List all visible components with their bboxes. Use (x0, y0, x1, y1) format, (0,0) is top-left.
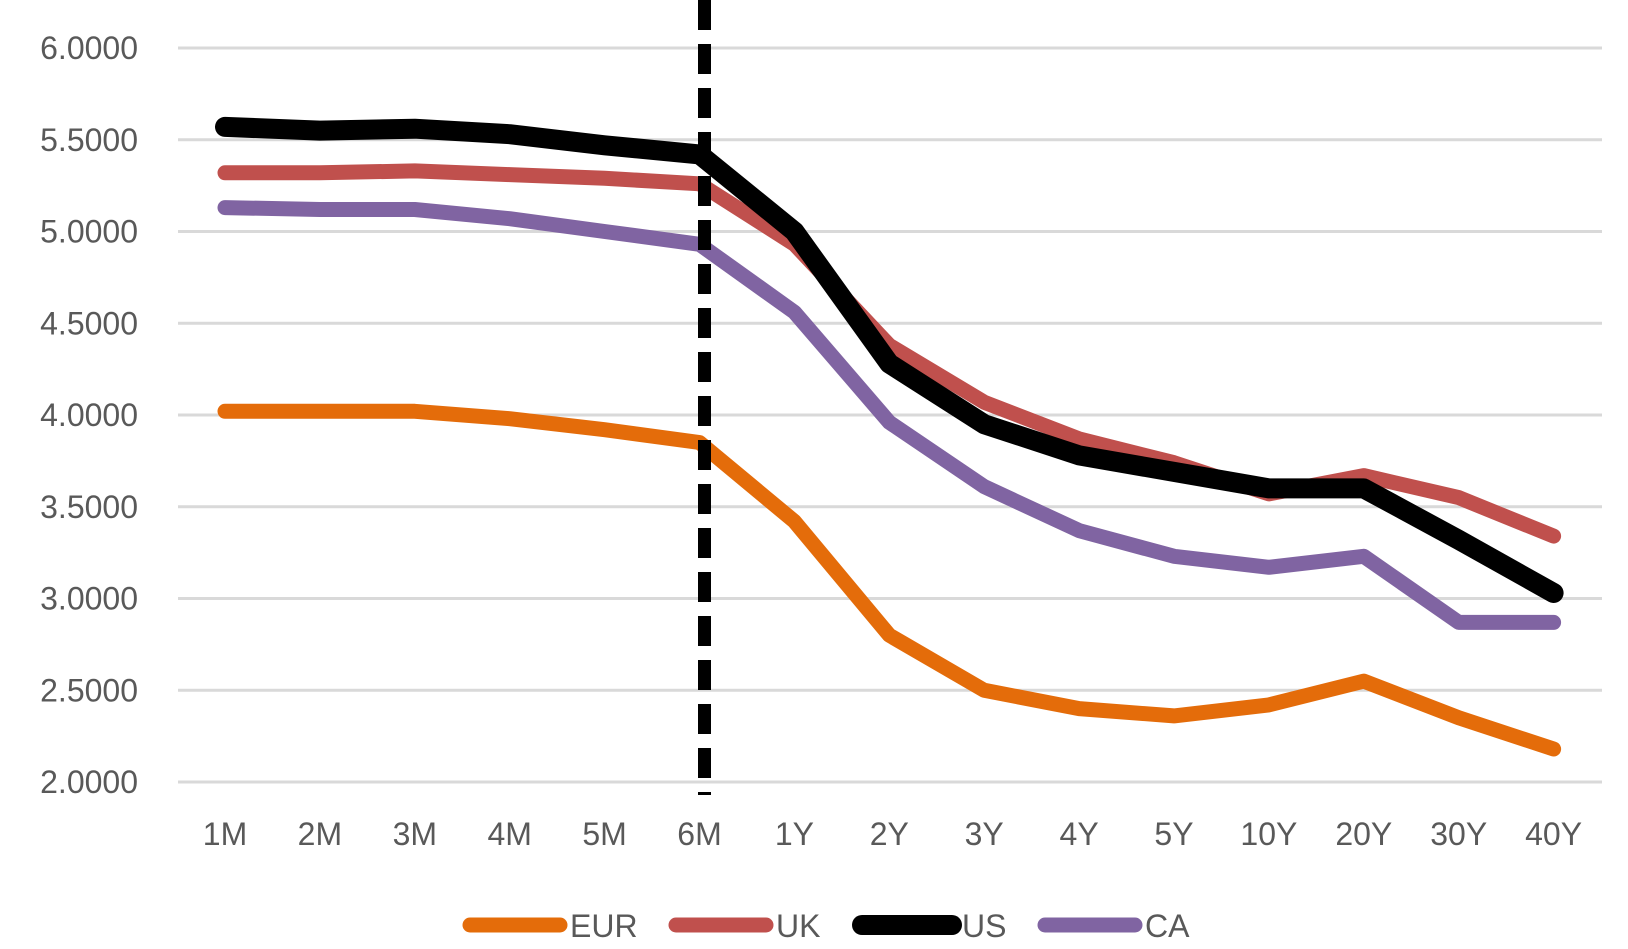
legend-label-ca: CA (1145, 908, 1190, 944)
legend: EUR UK US CA (462, 908, 1190, 944)
y-tick-label: 6.0000 (40, 30, 138, 66)
legend-label-uk: UK (776, 908, 820, 944)
legend-label-eur: EUR (570, 908, 638, 944)
x-tick-label: 10Y (1240, 816, 1297, 852)
y-tick-label: 3.5000 (40, 489, 138, 525)
x-tick-label: 4M (487, 816, 531, 852)
series-line-eur (217, 403, 1562, 757)
y-axis-tick-labels: 2.0000 2.5000 3.0000 3.5000 4.0000 4.5000 5.00… (40, 30, 138, 800)
x-tick-label: 1Y (775, 816, 814, 852)
x-tick-label: 5Y (1154, 816, 1193, 852)
y-tick-label: 4.0000 (40, 397, 138, 433)
x-tick-label: 2M (298, 816, 342, 852)
y-tick-label: 5.0000 (40, 214, 138, 250)
x-tick-label: 5M (582, 816, 626, 852)
y-tick-label: 2.0000 (40, 764, 138, 800)
x-tick-label: 40Y (1525, 816, 1582, 852)
x-tick-label: 2Y (870, 816, 909, 852)
series-line-ca (217, 200, 1562, 630)
y-tick-label: 4.5000 (40, 305, 138, 341)
y-tick-label: 2.5000 (40, 672, 138, 708)
x-tick-label: 30Y (1430, 816, 1487, 852)
x-tick-label: 6M (677, 816, 721, 852)
series-lines (215, 116, 1564, 757)
x-tick-label: 1M (203, 816, 247, 852)
legend-label-us: US (962, 908, 1006, 944)
x-tick-label: 4Y (1060, 816, 1099, 852)
series-line-us (215, 116, 1564, 603)
x-tick-label: 3M (393, 816, 437, 852)
x-tick-label: 3Y (965, 816, 1004, 852)
x-axis-tick-labels: 1M 2M 3M 4M 5M 6M 1Y 2Y 3Y 4Y 5Y 10Y 20Y 30Y 40Y (203, 816, 1582, 852)
y-tick-label: 5.5000 (40, 122, 138, 158)
x-tick-label: 20Y (1335, 816, 1392, 852)
y-tick-label: 3.0000 (40, 581, 138, 617)
